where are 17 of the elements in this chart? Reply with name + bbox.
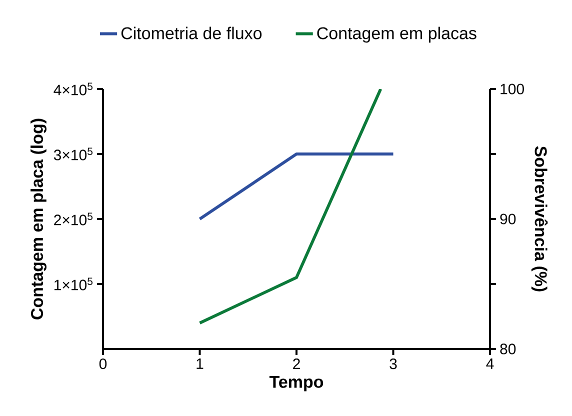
y-tick-label: 4×10$^{5}$ <box>54 82 93 96</box>
legend-label: Citometria de fluxo <box>121 26 262 40</box>
y-tick-label: 2×10$^{5}$ <box>54 212 93 226</box>
x-tick-label: 0 <box>99 358 107 370</box>
y-tick-label: 1×10$^{5}$ <box>54 278 93 290</box>
y2-tick-label: 100 <box>500 84 524 94</box>
y2-tick-label: 90 <box>500 214 516 224</box>
legend-label: Contagem em placas <box>317 26 476 43</box>
x-axis-title: Tempo <box>269 376 324 392</box>
y2-tick-label: 80 <box>500 344 516 354</box>
x-tick-label: 3 <box>390 358 397 370</box>
x-tick-label: 4 <box>486 358 494 369</box>
y-axis-title: Contagem em placa (log) <box>30 118 46 320</box>
y-tick-label: 3×10$^{5}$ <box>54 148 93 160</box>
x-tick-label: 1 <box>196 358 204 369</box>
y2-axis-title: Sobrevivência (%) <box>531 146 548 292</box>
x-tick-label: 2 <box>293 358 300 370</box>
